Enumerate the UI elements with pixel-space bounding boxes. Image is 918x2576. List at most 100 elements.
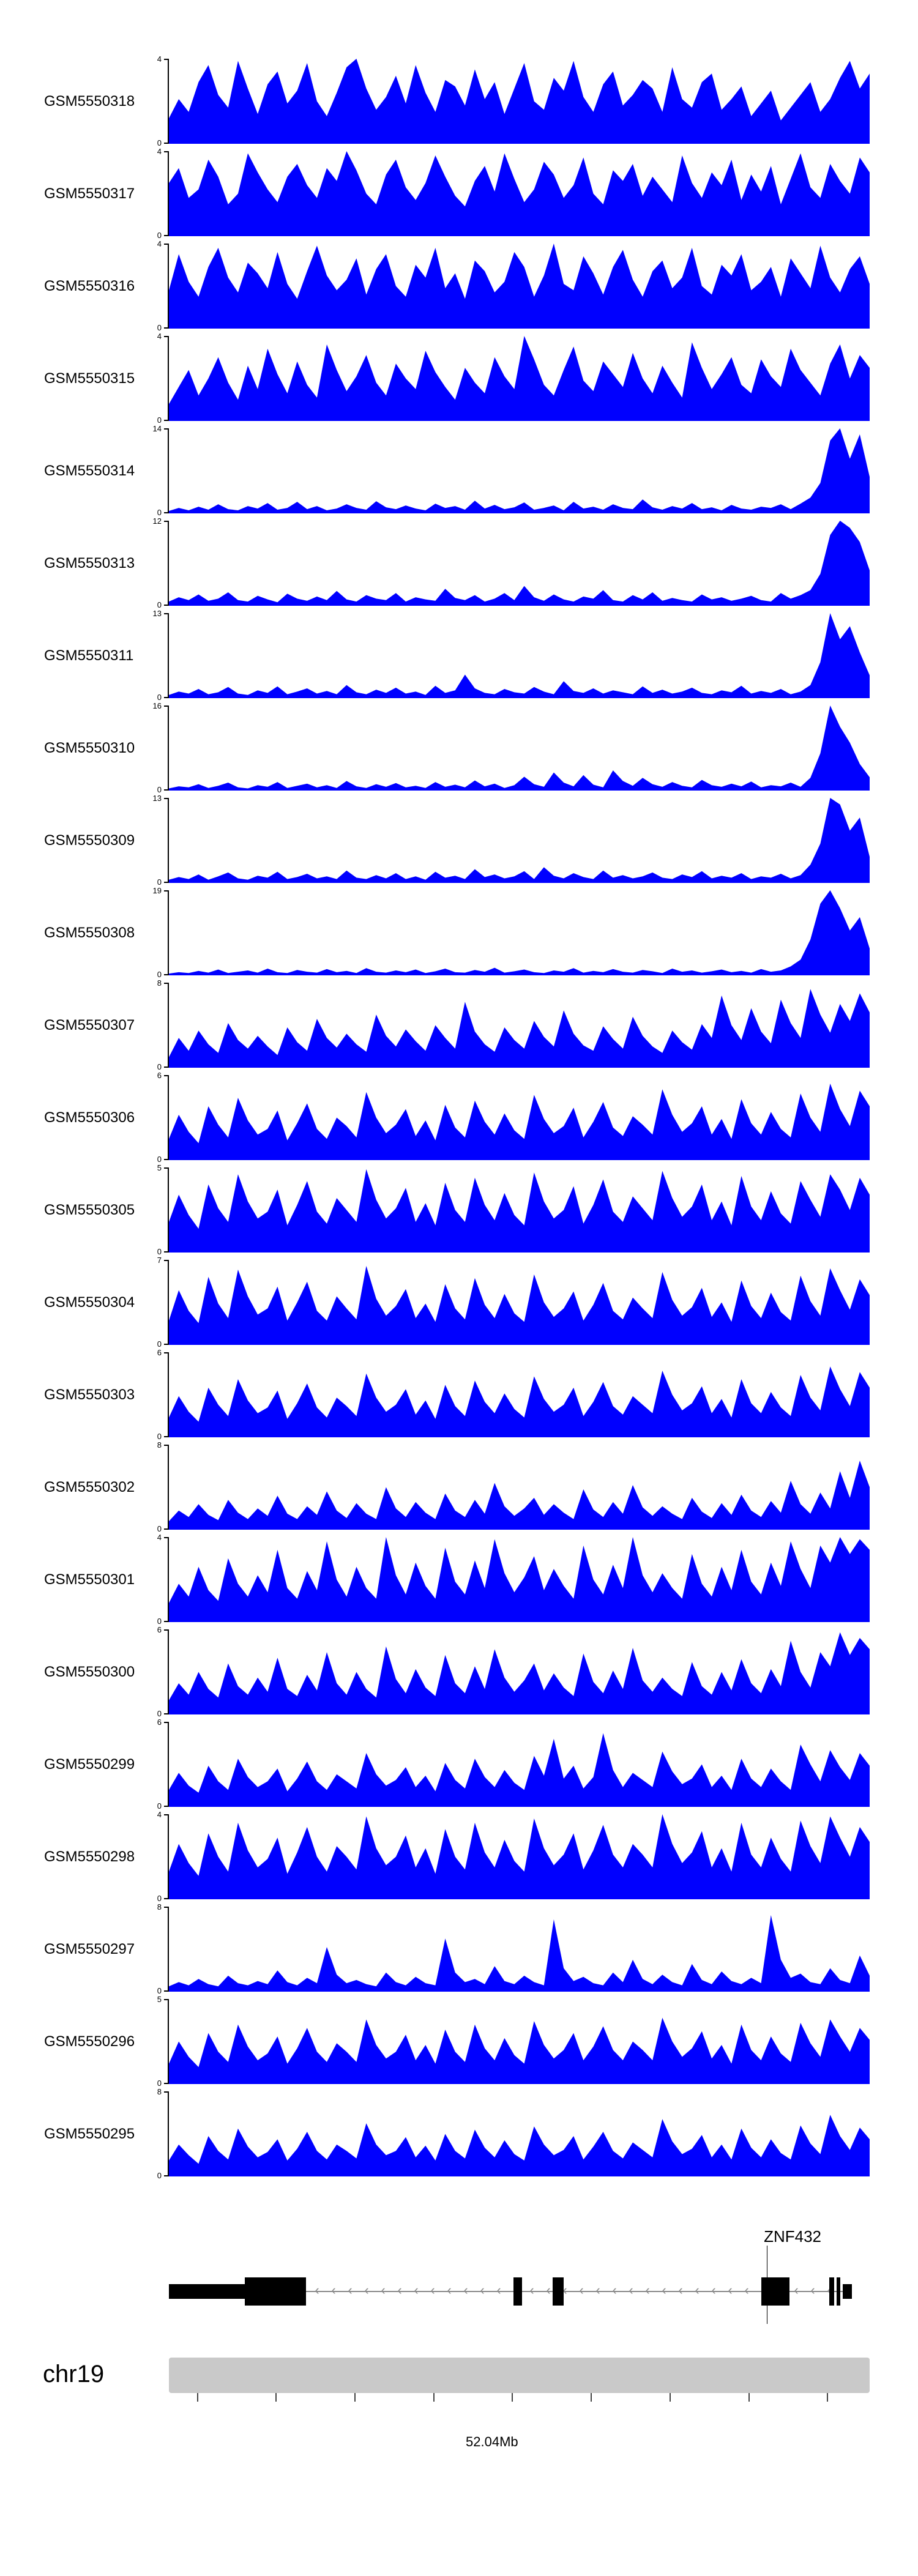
coverage-area-chart: [169, 428, 870, 513]
y-axis-line: [168, 798, 169, 883]
y-axis-max-label: 6: [157, 1071, 162, 1080]
y-axis-zero-label: 0: [157, 1801, 162, 1811]
axis-tick: [433, 2393, 435, 2402]
track-label: GSM5550313: [44, 554, 135, 571]
y-axis-max-label: 13: [152, 794, 162, 803]
y-axis-zero-label: 0: [157, 1247, 162, 1256]
y-axis-max-label: 4: [157, 54, 162, 64]
coverage-area-chart: [169, 890, 870, 975]
y-axis-zero-label: 0: [157, 970, 162, 979]
track-row: GSM5550299 6 0: [0, 1718, 870, 1811]
y-axis-tick-top: [164, 1260, 169, 1261]
coverage-area-chart: [169, 1722, 870, 1807]
track-row: GSM5550303 6 0: [0, 1349, 870, 1441]
track-label: GSM5550303: [44, 1386, 135, 1403]
y-axis: 12 0: [151, 517, 169, 609]
y-axis-line: [168, 1999, 169, 2084]
strand-arrow-icon: ‹: [678, 2282, 683, 2298]
y-axis-tick-bottom: [164, 143, 169, 144]
axis-tick: [591, 2393, 592, 2402]
y-axis-zero-label: 0: [157, 1339, 162, 1349]
axis-position-label: 52.04Mb: [466, 2434, 518, 2449]
coverage-area-chart: [169, 983, 870, 1068]
coverage-area-chart: [169, 521, 870, 606]
track-label: GSM5550317: [44, 185, 135, 202]
track-row: GSM5550316 4 0: [0, 240, 870, 332]
y-axis-tick-bottom: [164, 2175, 169, 2176]
gene-exon: [761, 2277, 790, 2306]
y-axis-max-label: 4: [157, 1533, 162, 1542]
track-row: GSM5550315 4 0: [0, 332, 870, 425]
strand-arrow-icon: ‹: [810, 2282, 815, 2298]
y-axis-max-label: 7: [157, 1256, 162, 1265]
y-axis-max-label: 4: [157, 332, 162, 341]
strand-arrow-icon: ‹: [595, 2282, 600, 2298]
track-row: GSM5550298 4 0: [0, 1811, 870, 1903]
y-axis-tick-bottom: [164, 1067, 169, 1068]
track-label: GSM5550298: [44, 1848, 135, 1865]
y-axis-max-label: 4: [157, 147, 162, 156]
track-row: GSM5550313 12 0: [0, 517, 870, 609]
track-row: GSM5550296 5 0: [0, 1995, 870, 2088]
y-axis-tick-top: [164, 428, 169, 430]
y-axis-tick-bottom: [164, 1344, 169, 1345]
y-axis-tick-bottom: [164, 1621, 169, 1622]
y-axis-tick-top: [164, 1075, 169, 1076]
strand-arrow-icon: ‹: [447, 2282, 452, 2298]
y-axis-tick-top: [164, 59, 169, 60]
gene-exon: [244, 2277, 307, 2306]
strand-arrow-icon: ‹: [315, 2282, 319, 2298]
track-label: GSM5550310: [44, 739, 135, 756]
y-axis-tick-bottom: [164, 235, 169, 236]
track-row: GSM5550314 14 0: [0, 425, 870, 517]
coverage-area-chart: [169, 1907, 870, 1992]
y-axis-zero-label: 0: [157, 1524, 162, 1533]
y-axis-max-label: 8: [157, 2087, 162, 2096]
track-row: GSM5550304 7 0: [0, 1256, 870, 1349]
gene-exon: [553, 2277, 564, 2306]
y-axis-zero-label: 0: [157, 877, 162, 887]
coverage-area-chart: [169, 1537, 870, 1622]
track-row: GSM5550300 6 0: [0, 1625, 870, 1718]
y-axis-tick-bottom: [164, 1806, 169, 1807]
track-row: GSM5550305 5 0: [0, 1163, 870, 1256]
strand-arrow-icon: ‹: [529, 2282, 534, 2298]
y-axis-line: [168, 983, 169, 1068]
gene-name-label: ZNF432: [764, 2227, 822, 2246]
y-axis-tick-bottom: [164, 697, 169, 698]
y-axis-max-label: 6: [157, 1625, 162, 1634]
strand-arrow-icon: ‹: [397, 2282, 402, 2298]
coverage-area-chart: [169, 1814, 870, 1899]
axis-tick: [511, 2393, 513, 2402]
y-axis-max-label: 5: [157, 1163, 162, 1172]
y-axis-tick-top: [164, 2091, 169, 2093]
y-axis-zero-label: 0: [157, 2079, 162, 2088]
track-row: GSM5550311 13 0: [0, 609, 870, 702]
track-row: GSM5550302 8 0: [0, 1441, 870, 1533]
track-row: GSM5550306 6 0: [0, 1071, 870, 1164]
y-axis-tick-top: [164, 1445, 169, 1446]
track-label: GSM5550308: [44, 924, 135, 941]
y-axis-tick-top: [164, 1999, 169, 2000]
y-axis-tick-bottom: [164, 1251, 169, 1253]
y-axis-zero-label: 0: [157, 1894, 162, 1903]
strand-arrow-icon: ‹: [381, 2282, 386, 2298]
y-axis-line: [168, 1167, 169, 1253]
y-axis-line: [168, 1075, 169, 1160]
y-axis-line: [168, 1814, 169, 1899]
track-label: GSM5550307: [44, 1016, 135, 1033]
y-axis-zero-label: 0: [157, 600, 162, 609]
y-axis-tick-top: [164, 521, 169, 522]
y-axis-max-label: 8: [157, 1440, 162, 1450]
y-axis-zero-label: 0: [157, 415, 162, 425]
axis-tick: [354, 2393, 356, 2402]
y-axis-zero-label: 0: [157, 323, 162, 332]
y-axis-tick-top: [164, 1814, 169, 1815]
y-axis-line: [168, 1445, 169, 1530]
